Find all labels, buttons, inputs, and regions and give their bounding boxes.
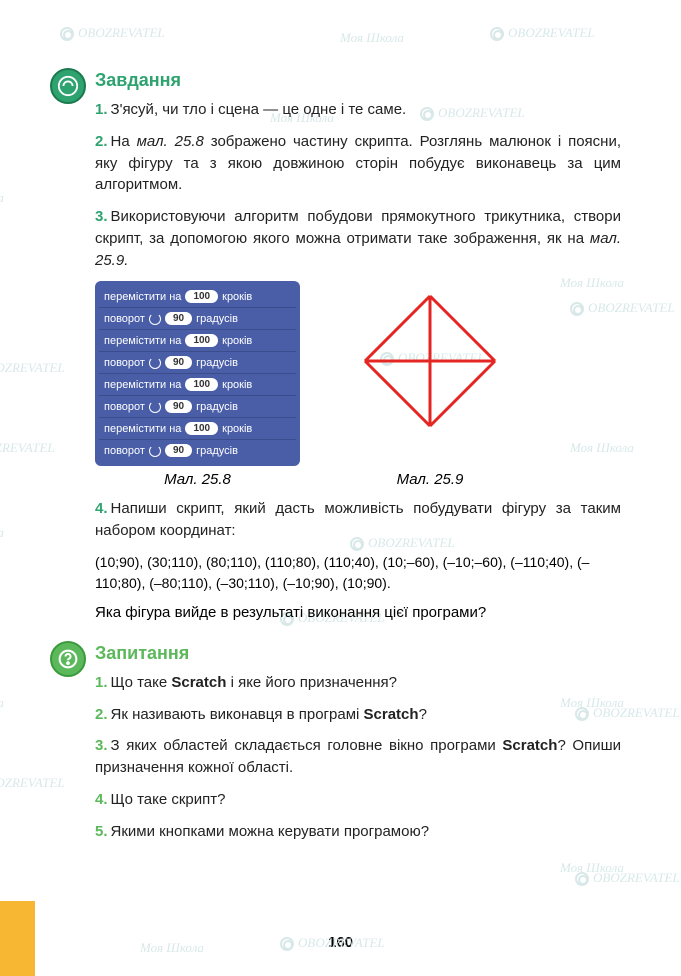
- task-icon: [50, 68, 86, 104]
- turn-block: поворот90градусів: [99, 308, 296, 330]
- move-block: перемістити на100кроків: [99, 374, 296, 396]
- page-content: Завдання 1.З'ясуй, чи тло і сцена — це о…: [0, 0, 681, 842]
- task-list-cont: 4.Напиши скрипт, який дасть можливість п…: [95, 498, 621, 542]
- move-block: перемістити на100кроків: [99, 418, 296, 440]
- question-item: 5.Якими кнопками можна керувати програмо…: [95, 821, 621, 843]
- figure-caption: Мал. 25.9: [330, 471, 530, 488]
- page-number: 160: [0, 934, 681, 951]
- question-item: 2.Як називають виконавця в програмі Scra…: [95, 704, 621, 726]
- move-block: перемістити на100кроків: [99, 286, 296, 308]
- section-heading-questions: Запитання: [95, 643, 621, 664]
- task-question: Яка фігура вийде в результаті виконання …: [95, 604, 621, 621]
- turn-block: поворот90градусів: [99, 440, 296, 461]
- task-item: 3.Використовуючи алгоритм побудови прямо…: [95, 206, 621, 271]
- task-item: 2.На мал. 25.8 зображено частину скрипта…: [95, 131, 621, 196]
- figure-caption: Мал. 25.8: [95, 471, 300, 488]
- question-item: 1.Що таке Scratch і яке його призначення…: [95, 672, 621, 694]
- scratch-script: перемістити на100кроківповорот90градусів…: [95, 281, 300, 466]
- task-item: 4.Напиши скрипт, який дасть можливість п…: [95, 498, 621, 542]
- coordinate-list: (10;90), (30;110), (80;110), (110;80), (…: [95, 552, 621, 594]
- diamond-figure: [330, 281, 530, 446]
- question-item: 3.З яких областей складається головне ві…: [95, 735, 621, 779]
- question-icon: [50, 641, 86, 677]
- task-list: 1.З'ясуй, чи тло і сцена — це одне і те …: [95, 99, 621, 271]
- move-block: перемістити на100кроків: [99, 330, 296, 352]
- turn-block: поворот90градусів: [99, 396, 296, 418]
- question-item: 4.Що таке скрипт?: [95, 789, 621, 811]
- figure-row: перемістити на100кроківповорот90градусів…: [95, 281, 621, 466]
- turn-block: поворот90градусів: [99, 352, 296, 374]
- caption-row: Мал. 25.8 Мал. 25.9: [95, 471, 621, 488]
- section-heading-tasks: Завдання: [95, 70, 621, 91]
- question-list: 1.Що таке Scratch і яке його призначення…: [95, 672, 621, 843]
- task-item: 1.З'ясуй, чи тло і сцена — це одне і те …: [95, 99, 621, 121]
- questions-section: Запитання 1.Що таке Scratch і яке його п…: [95, 643, 621, 843]
- corner-tab: [0, 901, 35, 976]
